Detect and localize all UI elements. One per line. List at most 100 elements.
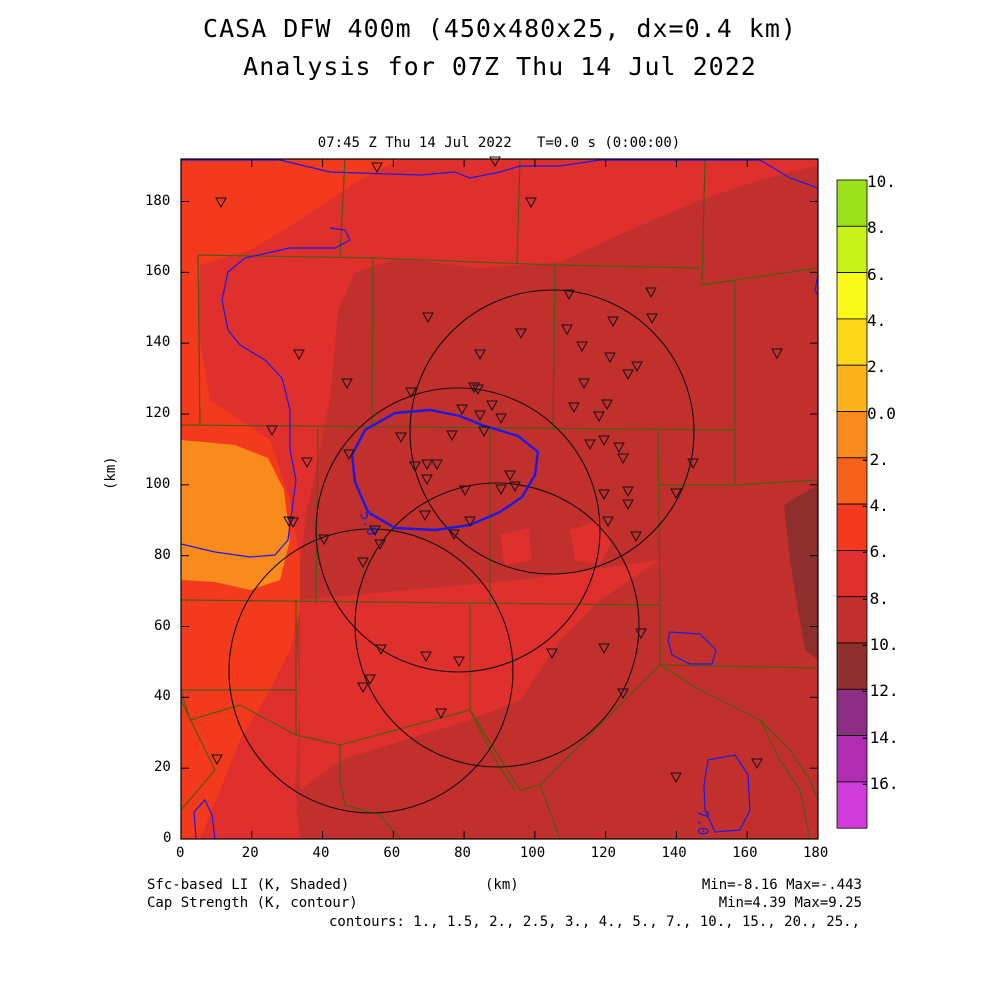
x-tick-label: 100: [519, 845, 546, 861]
x-tick-label: 140: [661, 845, 687, 861]
y-tick-label: 100: [145, 475, 171, 492]
station-marker: [446, 430, 458, 442]
station-marker: [318, 534, 330, 546]
colorbar-label: 0.0: [867, 403, 896, 423]
station-marker: [341, 378, 353, 390]
colorbar-swatch: [836, 550, 868, 598]
station-marker: [453, 656, 465, 668]
station-marker: [357, 557, 369, 569]
station-marker: [598, 435, 610, 447]
colorbar-label: -14.: [860, 727, 899, 747]
station-marker: [751, 758, 763, 770]
station-marker: [561, 324, 573, 336]
station-marker: [546, 648, 558, 660]
station-marker: [601, 399, 613, 411]
station-marker: [459, 485, 471, 497]
station-marker: [211, 754, 223, 766]
colorbar-label: -6.: [860, 542, 889, 562]
y-tick-label: 160: [145, 263, 171, 280]
footer-shaded-field: Sfc-based LI (K, Shaded): [147, 877, 350, 893]
station-marker: [283, 516, 295, 528]
station-marker: [421, 459, 433, 471]
colorbar-label: -12.: [860, 681, 899, 701]
radar-ring-north: [409, 289, 695, 575]
y-tick-label: 120: [145, 405, 171, 421]
station-marker: [464, 516, 476, 528]
footer-contour-field: Cap Strength (K, contour): [147, 895, 358, 911]
x-tick-label: 180: [803, 845, 829, 861]
y-axis-label: (km): [103, 456, 119, 490]
colorbar-swatch: [836, 596, 868, 644]
station-marker: [617, 688, 629, 700]
station-marker: [409, 461, 421, 473]
x-tick-label: 60: [383, 845, 401, 861]
cap-strength-contours: [181, 159, 818, 839]
station-marker: [771, 348, 783, 360]
axis-ticks: [180, 159, 819, 840]
station-marker: [395, 432, 407, 444]
station-marker: [371, 162, 383, 174]
station-marker: [630, 531, 642, 543]
station-marker: [215, 197, 227, 209]
colorbar-label: 8.: [867, 218, 887, 238]
x-tick-label: 40: [312, 845, 330, 861]
colorbar-swatch: [836, 642, 868, 690]
station-marker: [617, 453, 629, 465]
x-tick-label: 120: [590, 845, 616, 861]
colorbar-swatch: [836, 781, 868, 829]
colorbar-label: 2.: [867, 357, 887, 377]
station-marker: [374, 539, 386, 551]
colorbar-label: -4.: [860, 496, 889, 516]
station-marker: [468, 382, 480, 394]
colorbar-label: -8.: [860, 588, 889, 608]
colorbar-label: -10.: [860, 635, 899, 654]
station-marker: [478, 426, 490, 438]
y-tick-label: 40: [154, 688, 171, 705]
station-marker: [645, 287, 657, 299]
radar-range-rings: [228, 289, 695, 814]
y-tick-label: 80: [154, 546, 171, 563]
y-tick-label: 140: [145, 334, 171, 351]
plot-valid-time: 07:45 Z Thu 14 Jul 2022 T=0.0 s (0:00:00…: [317, 135, 681, 151]
station-marker: [584, 439, 596, 451]
station-marker: [509, 481, 521, 493]
station-marker: [364, 674, 376, 686]
x-tick-label: 160: [732, 845, 758, 861]
station-marker: [375, 644, 387, 656]
station-marker: [343, 449, 355, 461]
station-marker: [631, 361, 643, 373]
station-marker: [670, 772, 682, 784]
station-markers: [211, 156, 783, 784]
station-marker: [568, 402, 580, 414]
station-marker: [598, 489, 610, 501]
radar-ring-south: [354, 482, 640, 768]
station-marker: [604, 352, 616, 364]
station-marker: [670, 488, 682, 500]
colorbar-swatch: [836, 688, 868, 736]
colorbar-swatch: [836, 318, 868, 366]
station-marker: [495, 484, 507, 496]
plot-frame: [180, 158, 819, 840]
y-tick-label: 60: [154, 617, 171, 634]
station-marker: [613, 442, 625, 454]
colorbar-swatch: [836, 179, 868, 227]
station-marker: [635, 628, 647, 640]
colorbar-swatch: [836, 225, 868, 274]
x-axis-label: (km): [485, 877, 519, 893]
station-marker: [448, 529, 460, 541]
station-marker: [421, 474, 433, 486]
colorbar-swatch: [836, 411, 868, 459]
x-tick-label: 20: [241, 845, 259, 861]
radar-ring-center: [315, 387, 601, 673]
colorbar-swatch: [836, 457, 868, 505]
station-marker: [598, 643, 610, 655]
station-marker: [489, 156, 501, 168]
station-marker: [266, 425, 278, 437]
y-tick-label: 180: [145, 192, 171, 209]
station-marker: [474, 349, 486, 361]
station-marker: [646, 313, 658, 325]
colorbar-label: 4.: [867, 310, 887, 330]
station-marker: [405, 387, 417, 399]
contour-label-7: 7.0: [694, 810, 710, 835]
